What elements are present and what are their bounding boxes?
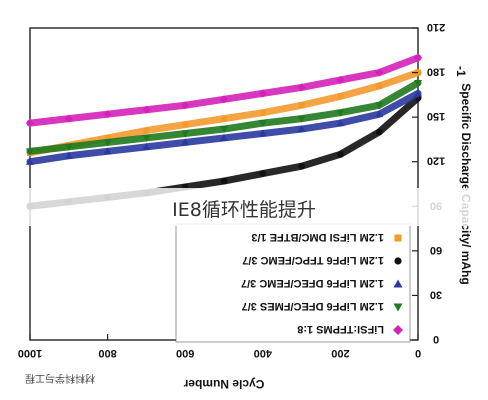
data-point — [221, 115, 227, 122]
data-point — [414, 89, 422, 97]
data-point — [376, 82, 383, 89]
legend-marker — [393, 279, 403, 288]
y-axis-title: Specific Discharge Capacity/ mAhg — [459, 83, 473, 284]
legend-box — [175, 223, 411, 343]
data-point — [220, 95, 228, 104]
x-tick-label: 0 — [415, 347, 421, 359]
data-point — [375, 128, 383, 136]
caption-band — [0, 188, 488, 226]
data-point — [258, 89, 267, 98]
data-point — [258, 129, 267, 137]
data-point — [375, 68, 384, 77]
data-point — [103, 139, 112, 147]
data-point — [26, 119, 34, 128]
data-point — [297, 125, 306, 133]
data-point — [336, 119, 345, 127]
series-3 — [26, 89, 422, 166]
data-point — [181, 130, 190, 138]
data-point — [375, 110, 384, 118]
data-point — [220, 126, 228, 134]
y-tick-label: 120 — [427, 155, 445, 167]
legend-marker — [393, 325, 403, 335]
data-point — [103, 110, 112, 119]
x-axis-title: Cycle Number — [183, 377, 264, 391]
y-axis-title-sup: -1 — [454, 66, 468, 77]
legend-marker — [393, 303, 403, 312]
data-point — [26, 148, 34, 156]
x-tick-label: 600 — [176, 347, 194, 359]
data-point — [26, 157, 34, 165]
data-point — [336, 109, 345, 117]
x-axis: 0 200 400 600 800 1000 — [18, 334, 421, 359]
data-point — [142, 105, 151, 114]
data-point — [298, 162, 305, 170]
series-4 — [26, 79, 422, 156]
data-point — [259, 170, 267, 177]
data-point — [297, 83, 306, 92]
legend-label: 1.2M LiFSI DMC/BTFE 1/3 — [251, 231, 384, 243]
y-axis-title-group: Specific Discharge Capacity/ mAhg — [459, 83, 473, 284]
legend-label: 1.2M LiPF6 DFEC/FEMC 3/7 — [241, 277, 384, 289]
y-tick-label: 150 — [427, 110, 445, 122]
data-point — [337, 93, 344, 100]
data-point — [259, 109, 266, 116]
data-point — [181, 138, 190, 146]
data-point — [220, 133, 228, 141]
data-point — [414, 53, 422, 62]
watermark: 材料科学与工程 — [25, 372, 95, 385]
data-point — [103, 147, 112, 155]
data-point — [337, 150, 344, 158]
data-point — [220, 177, 228, 185]
x-tick-label: 800 — [98, 347, 116, 359]
y-tick-label: 60 — [430, 244, 442, 256]
legend-label: 1.2M LiPF6 TFPC/FEMC 3/7 — [242, 254, 384, 266]
y-tick-label: 0 — [433, 333, 439, 345]
y-tick-label: 180 — [427, 66, 445, 78]
data-point — [64, 114, 73, 123]
caption: IE8循环性能提升 — [172, 199, 316, 221]
x-tick-label: 400 — [254, 347, 272, 359]
x-tick-label: 200 — [331, 347, 349, 359]
y-tick-label: 30 — [430, 288, 442, 300]
data-point — [181, 101, 190, 110]
data-point — [64, 151, 73, 159]
data-point — [336, 76, 345, 84]
series-5 — [26, 53, 422, 128]
y-tick-label: 210 — [427, 21, 445, 33]
data-point — [142, 134, 151, 142]
data-point — [142, 142, 151, 150]
data-point — [182, 121, 189, 128]
data-point — [143, 127, 150, 134]
data-point — [298, 102, 305, 109]
data-point — [104, 134, 111, 141]
data-point — [64, 143, 73, 151]
data-point — [375, 102, 384, 110]
legend-label: LiFSI:TFPMS 1:8 — [297, 323, 384, 335]
legend-marker — [394, 234, 402, 242]
data-point — [414, 79, 422, 87]
legend-marker — [394, 257, 402, 265]
y-axis-title-sup-group: -1 — [454, 66, 468, 77]
data-point — [258, 120, 267, 128]
data-point — [297, 115, 306, 123]
legend-label: 1.2M LiPF6 DFEC/FMES 3/7 — [242, 300, 384, 312]
series-layer — [26, 53, 422, 210]
x-tick-label: 1000 — [18, 347, 42, 359]
legend: 1.2M LiFSI DMC/BTFE 1/3 1.2M LiPF6 TFPC/F… — [175, 223, 411, 343]
